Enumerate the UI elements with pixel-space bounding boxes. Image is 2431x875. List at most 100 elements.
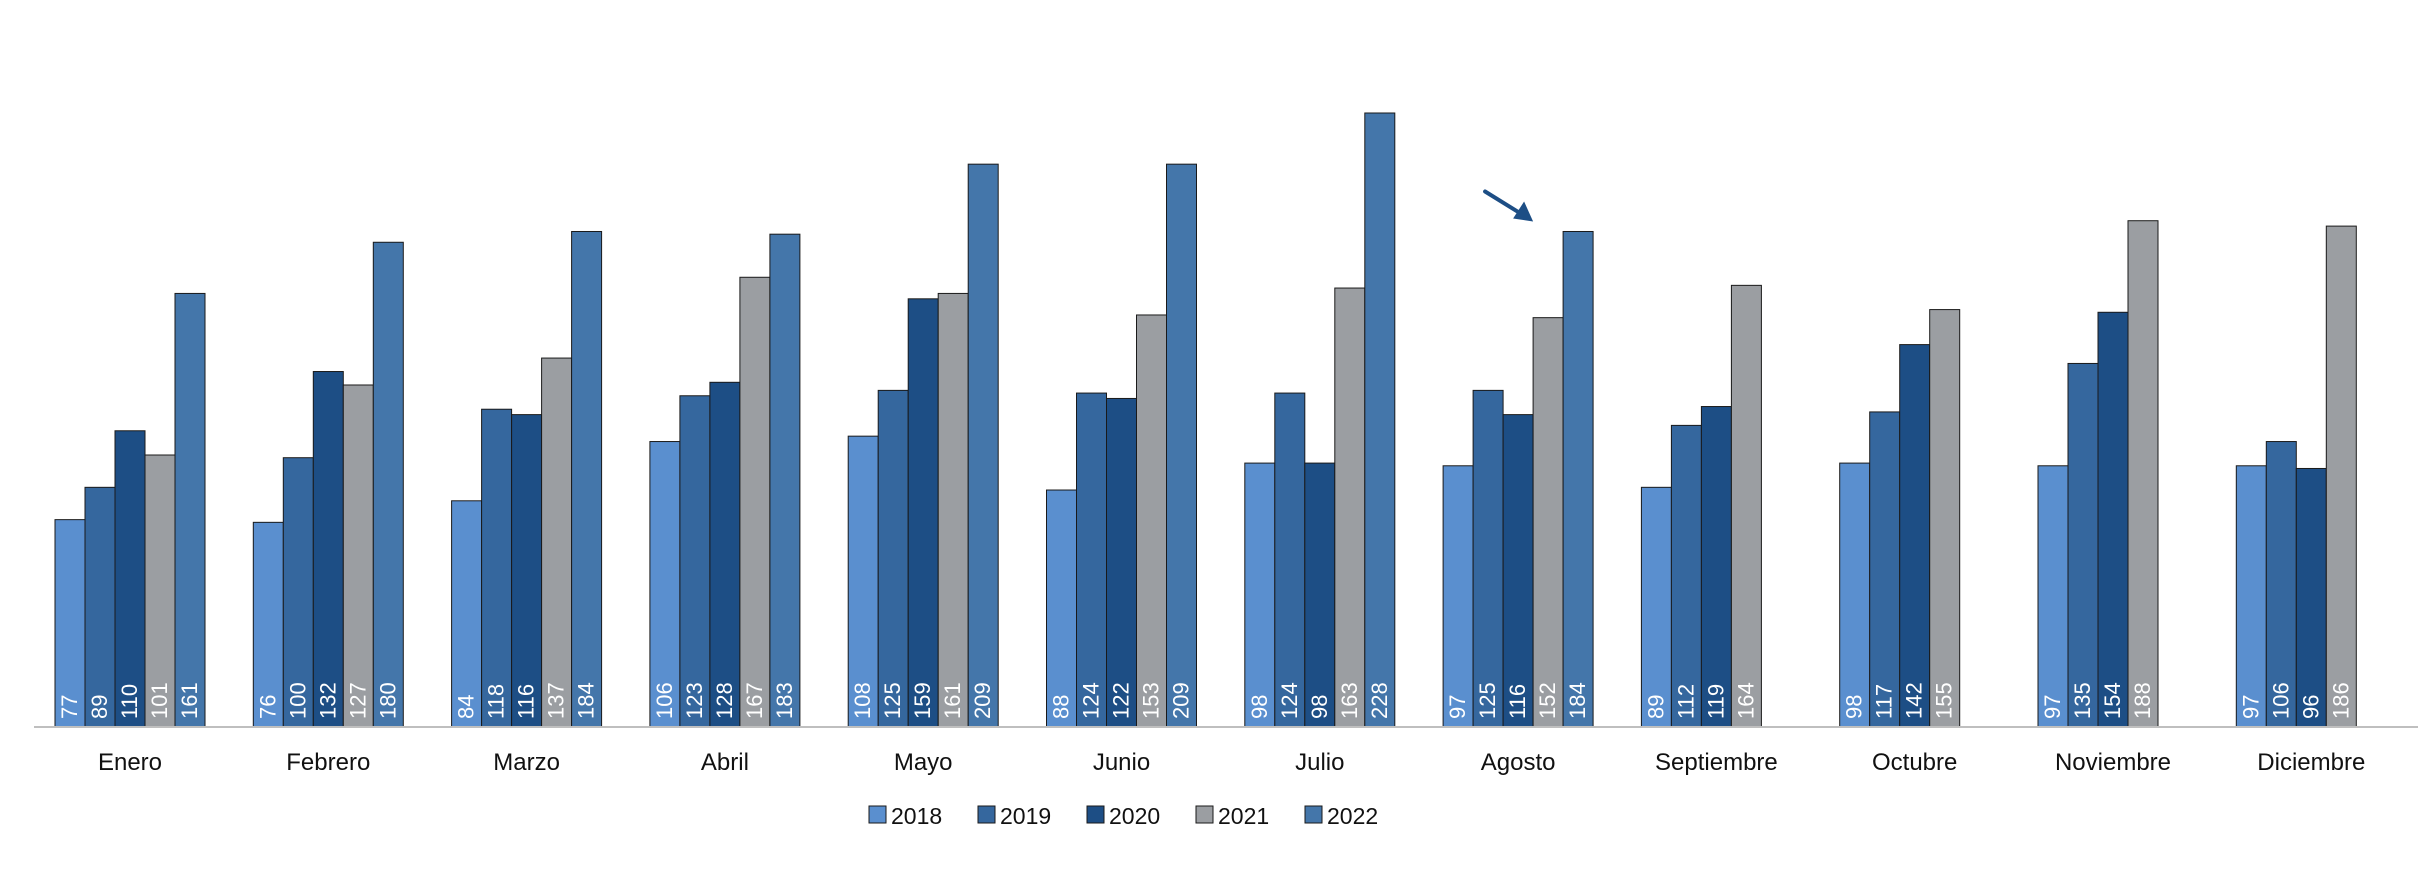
bar-2022-febrero [372, 241, 404, 728]
bar-2021-julio [1334, 287, 1366, 728]
data-label-2020-diciembre: 96 [2298, 695, 2323, 719]
data-label-2021-noviembre: 188 [2130, 682, 2155, 719]
data-label-2018-noviembre: 97 [2040, 695, 2065, 719]
category-label-mayo: Mayo [894, 749, 953, 776]
data-label-2019-marzo: 118 [484, 684, 509, 719]
data-label-2018-junio: 88 [1049, 695, 1074, 719]
bar-2022-julio [1364, 112, 1396, 728]
bar-2019-enero [84, 486, 116, 728]
category-label-agosto: Agosto [1481, 749, 1556, 776]
category-label-noviembre: Noviembre [2055, 749, 2171, 776]
bar-2022-junio [1166, 163, 1197, 728]
data-label-2019-septiembre: 112 [1673, 684, 1698, 719]
legend-swatch-2020 [1086, 805, 1105, 824]
bar-2022-enero [174, 292, 206, 728]
bar-2021-agosto [1532, 317, 1564, 728]
bar-2019-julio [1274, 392, 1306, 728]
data-label-2020-agosto: 116 [1505, 684, 1530, 719]
data-label-2021-octubre: 155 [1932, 682, 1957, 719]
category-label-abril: Abril [701, 749, 749, 776]
legend-label-2019: 2019 [1000, 803, 1051, 829]
bar-2018-junio [1046, 489, 1077, 728]
data-label-2022-agosto: 184 [1565, 682, 1590, 719]
legend: 2018 2019 2020 2021 2022 [868, 803, 1378, 829]
bar-2020-septiembre [1700, 406, 1732, 728]
bar-2018-noviembre [2037, 465, 2069, 728]
data-label-2018-mayo: 108 [850, 682, 875, 719]
data-label-2019-julio: 124 [1277, 682, 1302, 719]
bar-2019-mayo [877, 389, 909, 728]
data-label-2018-septiembre: 89 [1643, 695, 1668, 719]
bar-2020-octubre [1899, 344, 1931, 728]
category-label-junio: Junio [1093, 749, 1150, 776]
bar-2022-marzo [571, 230, 603, 728]
legend-label-2022: 2022 [1327, 803, 1378, 829]
category-label-diciembre: Diciembre [2257, 749, 2365, 776]
bar-2022-agosto [1562, 230, 1594, 728]
data-label-2019-febrero: 100 [285, 682, 310, 719]
bar-2018-octubre [1839, 462, 1871, 728]
data-label-2019-diciembre: 106 [2268, 682, 2293, 719]
bar-2020-mayo [907, 298, 939, 728]
bar-2021-octubre [1929, 309, 1961, 728]
bar-2019-octubre [1869, 411, 1901, 728]
bar-2019-abril [679, 395, 711, 728]
legend-label-2021: 2021 [1218, 803, 1269, 829]
bar-2021-marzo [541, 357, 573, 728]
category-label-enero: Enero [98, 749, 162, 776]
legend-swatch-2022 [1304, 805, 1323, 824]
data-label-2020-noviembre: 154 [2100, 682, 2125, 719]
data-label-2020-marzo: 116 [514, 684, 539, 719]
legend-swatch-2021 [1195, 805, 1214, 824]
bar-2019-junio [1076, 392, 1107, 728]
data-label-2018-agosto: 97 [1445, 695, 1470, 719]
data-label-2020-febrero: 132 [315, 682, 340, 719]
data-label-2021-agosto: 152 [1535, 682, 1560, 719]
data-label-2018-diciembre: 97 [2238, 695, 2263, 719]
data-label-2021-diciembre: 186 [2328, 682, 2353, 719]
data-label-2021-mayo: 161 [940, 682, 965, 719]
annotation-arrow [1483, 189, 1534, 222]
data-label-2022-julio: 228 [1367, 682, 1392, 719]
data-label-2020-septiembre: 119 [1703, 684, 1728, 719]
bar-2018-julio [1244, 462, 1276, 728]
bar-2022-mayo [967, 163, 999, 728]
data-label-2021-marzo: 137 [544, 682, 569, 719]
data-label-2018-febrero: 76 [255, 695, 280, 719]
bar-2020-abril [709, 381, 741, 728]
bar-2022-abril [769, 233, 801, 728]
data-label-2020-abril: 128 [712, 682, 737, 719]
bar-2021-abril [739, 276, 771, 728]
bar-2020-julio [1304, 462, 1336, 728]
data-label-2019-agosto: 125 [1475, 682, 1500, 719]
bar-2018-septiembre [1640, 486, 1672, 728]
bar-2019-marzo [481, 408, 513, 728]
bar-2020-enero [114, 430, 146, 728]
data-label-2022-enero: 161 [177, 682, 202, 719]
category-label-febrero: Febrero [286, 749, 370, 776]
bar-2018-agosto [1442, 465, 1474, 728]
data-label-2019-mayo: 125 [880, 682, 905, 719]
bar-2019-noviembre [2067, 362, 2099, 728]
data-label-2019-noviembre: 135 [2070, 682, 2095, 719]
bar-2018-febrero [252, 521, 284, 728]
bar-2021-noviembre [2127, 220, 2159, 728]
category-label-marzo: Marzo [493, 749, 560, 776]
bar-2020-diciembre [2295, 467, 2327, 728]
data-label-2020-junio: 122 [1109, 682, 1134, 719]
bar-2020-junio [1106, 397, 1137, 728]
category-label-octubre: Octubre [1872, 749, 1957, 776]
data-label-2018-julio: 98 [1247, 695, 1272, 719]
legend-swatch-2018 [868, 805, 887, 824]
data-label-2021-enero: 101 [147, 682, 172, 719]
category-labels-layer: Enero Febrero Marzo Abril Mayo Junio Julio Agos… [98, 749, 2365, 776]
data-label-2022-febrero: 180 [375, 682, 400, 719]
data-label-2021-julio: 163 [1337, 682, 1362, 719]
data-label-2020-octubre: 142 [1902, 682, 1927, 719]
bar-2018-diciembre [2235, 465, 2267, 728]
bar-2020-marzo [511, 414, 543, 728]
category-label-julio: Julio [1295, 749, 1344, 776]
bar-2021-diciembre [2325, 225, 2357, 728]
bar-2021-mayo [937, 292, 969, 728]
